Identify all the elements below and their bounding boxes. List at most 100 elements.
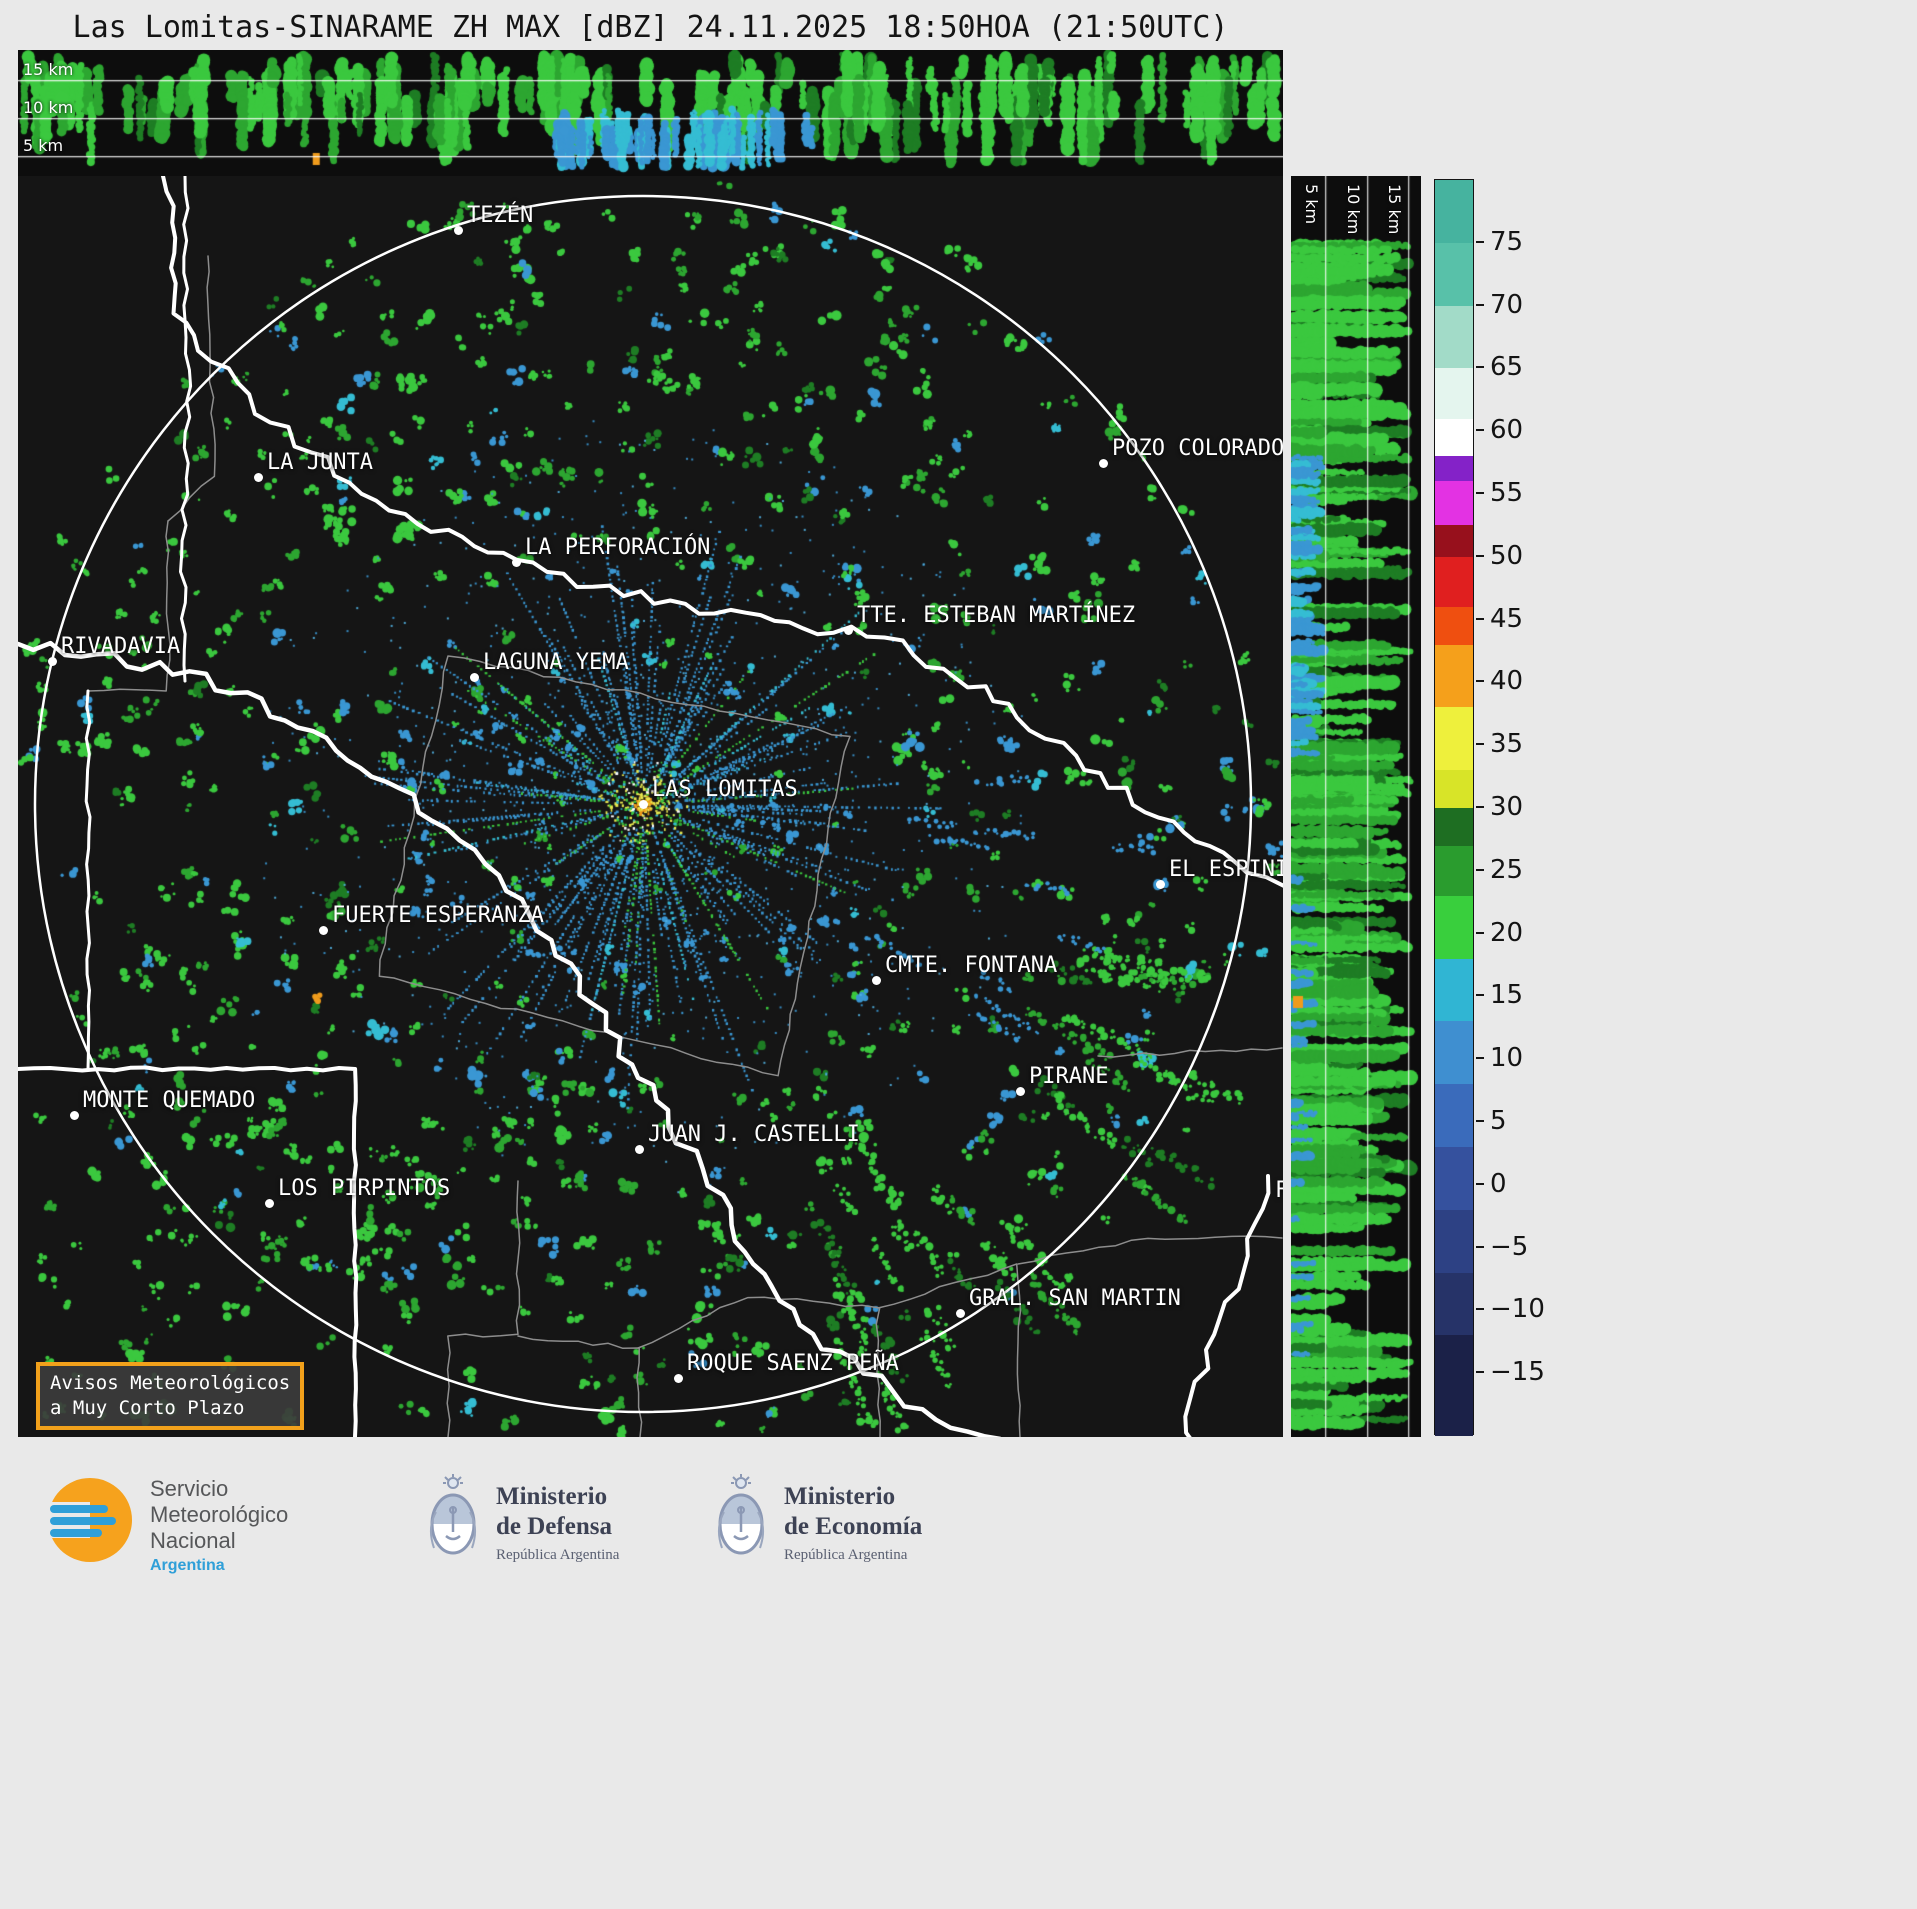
colorbar-tick-label: 0	[1490, 1168, 1507, 1199]
economia-text: Ministerio de Economía República Argenti…	[784, 1482, 922, 1564]
colorbar-tick-label: 5	[1490, 1106, 1507, 1136]
colorbar-segment	[1435, 845, 1473, 896]
defensa-crest-icon	[430, 1474, 476, 1555]
colorbar-tick-mark	[1476, 1245, 1484, 1248]
economia-line2: de Economía	[784, 1513, 923, 1540]
colorbar-tick-label: 40	[1490, 666, 1524, 697]
colorbar-tick-mark	[1476, 806, 1484, 808]
city-label: ROQUE SAENZ PEÑA	[687, 1351, 899, 1376]
defensa-sub: República Argentina	[496, 1547, 620, 1563]
city-label: LOS PIRPINTOS	[278, 1176, 451, 1201]
colorbar-tick-label: 70	[1490, 289, 1524, 320]
city-marker	[844, 626, 853, 635]
colorbar-tick-label: −5	[1490, 1231, 1529, 1262]
city-label: MONTE QUEMADO	[83, 1088, 256, 1113]
smn-line2: Meteorológico	[150, 1502, 289, 1527]
city-marker	[254, 473, 263, 482]
city-marker	[512, 558, 521, 567]
economia-sub: República Argentina	[784, 1547, 908, 1563]
dept-boundary	[1017, 1235, 1283, 1265]
river-east	[1183, 1174, 1271, 1437]
colorbar-tick-mark	[1476, 240, 1484, 243]
radar-echo-canvas	[18, 176, 1283, 1437]
colorbar-tick-mark	[1476, 1308, 1484, 1311]
city-marker	[454, 226, 463, 235]
city-label: TEZÉN	[467, 203, 534, 228]
colorbar-tick-mark	[1476, 617, 1484, 620]
cross-section-right-panel: 5 km 10 km 15 km	[1291, 176, 1421, 1437]
warning-box-line2: a Muy Corto Plazo	[50, 1397, 245, 1419]
city-label: EL ESPINILLO	[1169, 857, 1283, 882]
colorbar-tick-mark	[1476, 366, 1484, 369]
dept-boundary	[167, 255, 216, 522]
colorbar-segment	[1435, 418, 1473, 457]
colorbar-tick-mark	[1476, 554, 1484, 557]
colorbar-segment	[1435, 1021, 1473, 1085]
colorbar-tick-label: 25	[1490, 854, 1524, 885]
radar-map-panel: TEZÉN LA JUNTA POZO COLORADO LA PERFORACIÓN…	[18, 176, 1283, 1437]
colorbar-tick-label: −10	[1490, 1294, 1545, 1325]
city-label: FORMOSA	[1275, 1178, 1283, 1203]
colorbar-tick-label: 60	[1490, 415, 1524, 446]
altitude-label-v-10km: 10 km	[1344, 184, 1363, 235]
colorbar-tick-label: 35	[1490, 729, 1524, 760]
colorbar-segment	[1435, 1084, 1473, 1148]
cross-section-right-canvas	[1291, 176, 1421, 1437]
city-label: LA PERFORACIÓN	[525, 535, 711, 560]
colorbar-segment	[1435, 556, 1473, 607]
city-labels-layer: TEZÉN LA JUNTA POZO COLORADO LA PERFORACIÓN…	[18, 176, 1283, 1437]
city-marker	[956, 1309, 965, 1318]
colorbar-segment	[1435, 305, 1473, 369]
city-label: CMTE. FONTANA	[885, 953, 1058, 978]
city-marker	[1156, 880, 1165, 889]
city-marker	[48, 657, 57, 666]
province-boundary	[84, 689, 92, 1071]
colorbar-tick-label: 75	[1490, 226, 1524, 257]
colorbar-tick-label: 15	[1490, 980, 1524, 1011]
city-label: RIVADAVIA	[61, 634, 181, 659]
colorbar-tick-mark	[1476, 1182, 1484, 1185]
colorbar-segment	[1435, 606, 1473, 645]
colorbar-tick-mark	[1476, 429, 1484, 432]
province-boundary	[18, 1065, 359, 1437]
economia-crest-icon	[718, 1474, 764, 1555]
dbz-colorbar-gradient	[1434, 179, 1474, 1436]
colorbar-segment	[1435, 368, 1473, 419]
colorbar-tick-mark	[1476, 931, 1484, 934]
city-label: LAGUNA YEMA	[483, 650, 629, 675]
river-north	[161, 176, 1283, 888]
dept-boundary	[877, 1263, 1022, 1437]
city-label: LA JUNTA	[267, 450, 373, 475]
defensa-text: Ministerio de Defensa República Argentin…	[496, 1482, 619, 1564]
defensa-line1: Ministerio	[496, 1483, 608, 1510]
colorbar-segment	[1435, 525, 1473, 557]
city-label: JUAN J. CASTELLI	[648, 1122, 860, 1147]
dept-boundary	[87, 520, 171, 692]
city-marker	[470, 673, 479, 682]
colorbar-segment	[1435, 644, 1473, 708]
colorbar-tick-label: 65	[1490, 352, 1524, 383]
colorbar-tick-mark	[1476, 492, 1484, 494]
colorbar-segment	[1435, 1209, 1473, 1273]
dept-boundary	[378, 655, 851, 1077]
colorbar-tick-label: 45	[1490, 603, 1524, 634]
city-marker	[1016, 1087, 1025, 1096]
city-label: TTE. ESTEBAN MARTÍNEZ	[857, 603, 1136, 628]
altitude-label-15km: 15 km	[23, 60, 74, 79]
colorbar-tick-label: −15	[1490, 1357, 1545, 1388]
city-label: POZO COLORADO	[1112, 436, 1283, 461]
dept-boundary	[1097, 1047, 1283, 1058]
colorbar-segment	[1435, 707, 1473, 771]
economia-line1: Ministerio	[784, 1483, 896, 1510]
page-title: Las Lomitas-SINARAME ZH MAX [dBZ] 24.11.…	[72, 10, 1229, 45]
cross-section-top-panel: 15 km 10 km 5 km	[18, 50, 1283, 176]
city-marker	[70, 1111, 79, 1120]
colorbar-segment	[1435, 1147, 1473, 1210]
colorbar-tick-mark	[1476, 680, 1484, 683]
altitude-label-v-15km: 15 km	[1385, 184, 1404, 235]
colorbar-tick-mark	[1476, 303, 1484, 306]
colorbar-tick-mark	[1476, 1120, 1484, 1122]
city-marker	[639, 800, 648, 809]
colorbar-segment	[1435, 895, 1473, 959]
